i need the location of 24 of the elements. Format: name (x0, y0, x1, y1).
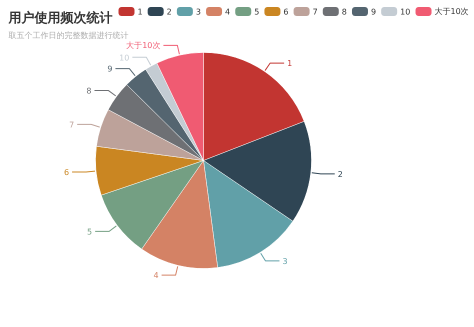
slice-label: 大于10次 (126, 40, 160, 50)
legend-label: 6 (283, 8, 289, 16)
slice-label: 9 (107, 64, 112, 74)
text: 取五个工作日的完整数据进行统计 (8, 31, 128, 40)
legend-label: 2 (166, 8, 172, 16)
legend-label: 8 (342, 8, 347, 16)
slice-label: 10 (119, 53, 130, 62)
legend-label: 3 (196, 8, 201, 16)
slice-label: 6 (64, 168, 70, 177)
legend-label: 大于10次 (434, 7, 469, 16)
slice-label: 2 (338, 170, 343, 179)
slice-label: 5 (87, 227, 92, 236)
slice-label: 8 (86, 86, 92, 96)
slice-label: 1 (287, 59, 292, 68)
slice-label: 4 (154, 271, 159, 280)
chart-title: 用户使用频次统计 (8, 10, 112, 26)
legend-label: 7 (312, 8, 318, 16)
legend-label: 5 (254, 8, 260, 16)
legend-label: 9 (370, 8, 376, 16)
slice-label: 3 (282, 256, 288, 266)
legend-label: 10 (400, 8, 410, 16)
slice-label: 7 (69, 120, 74, 130)
legend-label: 1 (138, 8, 143, 16)
legend-label: 4 (225, 8, 230, 16)
